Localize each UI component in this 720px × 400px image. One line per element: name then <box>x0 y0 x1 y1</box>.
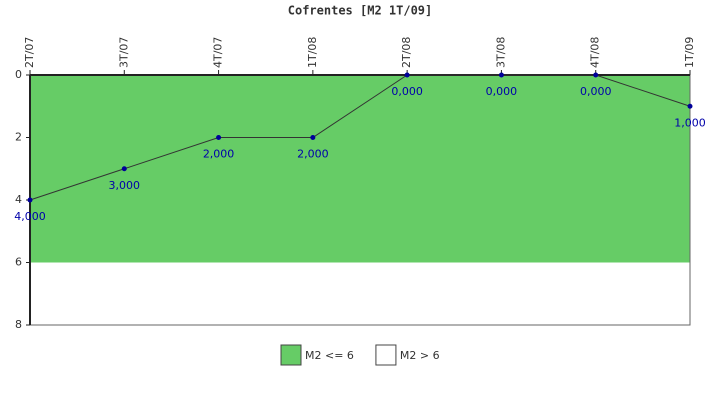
data-label: 3,000 <box>109 179 141 192</box>
data-point <box>121 166 127 172</box>
data-point <box>216 135 222 140</box>
x-tick-label: 1T/09 <box>683 37 696 68</box>
data-point <box>593 72 599 78</box>
data-label: 2,000 <box>203 148 235 161</box>
y-tick-label: 0 <box>15 68 22 81</box>
y-tick-label: 6 <box>15 256 22 269</box>
x-tick-label: 1T/08 <box>306 37 319 68</box>
data-line <box>29 74 691 201</box>
y-tick-label: 8 <box>15 318 22 331</box>
legend-swatch <box>375 344 397 366</box>
data-label: 0,000 <box>580 85 612 98</box>
x-tick-label: 3T/07 <box>117 37 130 68</box>
legend-label: M2 > 6 <box>400 349 440 362</box>
x-tick-label: 2T/07 <box>23 37 36 68</box>
legend-label: M2 <= 6 <box>305 349 354 362</box>
data-point <box>498 72 504 78</box>
x-tick-label: 4T/08 <box>589 37 602 68</box>
data-point <box>310 135 316 140</box>
data-label: 0,000 <box>486 85 518 98</box>
data-point <box>27 197 33 203</box>
data-label: 1,000 <box>674 116 706 129</box>
band <box>30 262 690 325</box>
data-label: 2,000 <box>297 148 329 161</box>
data-point <box>687 103 693 109</box>
y-tick-label: 4 <box>15 193 22 206</box>
x-tick-label: 4T/07 <box>212 37 225 68</box>
chart-title: Cofrentes [M2 1T/09] <box>288 4 433 18</box>
y-tick-label: 2 <box>15 131 22 144</box>
x-tick-label: 3T/08 <box>494 37 507 68</box>
legend-swatch <box>280 344 302 366</box>
data-point <box>404 72 410 78</box>
band <box>30 75 690 263</box>
data-label: 0,000 <box>391 85 423 98</box>
x-tick-label: 2T/08 <box>400 37 413 68</box>
data-label: 4,000 <box>14 210 46 223</box>
